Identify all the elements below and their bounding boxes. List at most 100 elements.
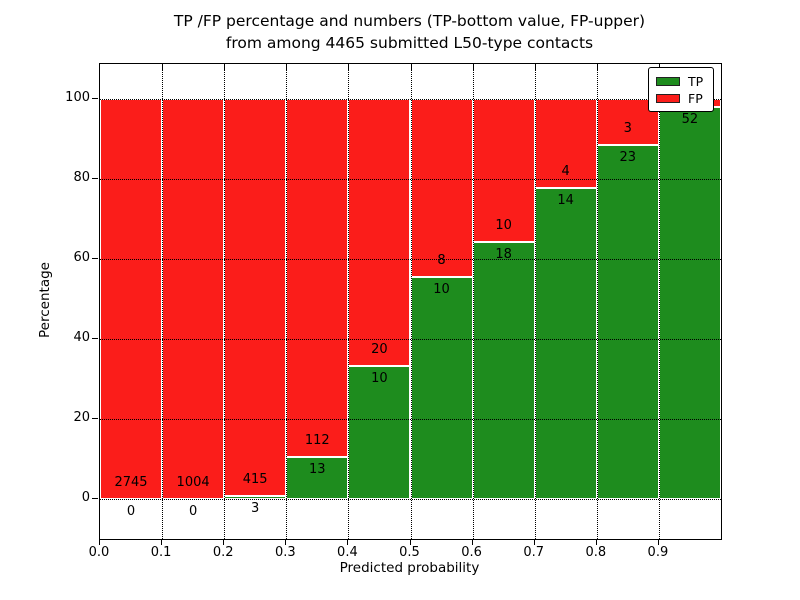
y-tick-label: 20 <box>73 410 90 425</box>
annotation-fp-count: 8 <box>437 252 446 268</box>
x-tick-mark-top <box>472 64 474 70</box>
bar-tp-segment <box>410 276 473 499</box>
x-tick-mark-top <box>286 64 288 70</box>
x-tick-mark <box>347 539 349 545</box>
x-tick-mark <box>409 539 411 545</box>
y-gridline <box>100 499 721 500</box>
x-tick-mark-top <box>410 64 412 70</box>
annotation-tp-count: 18 <box>495 246 512 262</box>
y-gridline <box>100 179 721 180</box>
annotation-tp-count: 10 <box>433 281 450 297</box>
y-gridline <box>100 259 721 260</box>
legend-label-fp: FP <box>688 90 703 106</box>
bar-fp-segment <box>286 99 349 458</box>
x-tick-mark-top <box>596 64 598 70</box>
x-axis-label: Predicted probability <box>339 560 480 576</box>
bar-tp-segment <box>596 145 659 499</box>
legend-item-tp: TP <box>656 73 713 90</box>
y-axis-label: Percentage <box>37 262 53 338</box>
x-tick-label: 0.3 <box>274 545 296 560</box>
chart-title: TP /FP percentage and numbers (TP-bottom… <box>99 10 720 54</box>
x-tick-label: 0.8 <box>585 545 607 560</box>
legend: TP FP <box>648 67 714 112</box>
annotation-tp-count: 23 <box>619 150 637 166</box>
y-tick-label: 0 <box>81 490 90 505</box>
y-tick-mark <box>92 418 98 419</box>
x-tick-mark <box>99 539 100 545</box>
y-tick-mark <box>92 258 98 259</box>
annotation-fp-count: 4 <box>561 163 570 179</box>
x-tick-label: 0.5 <box>399 545 420 560</box>
bar-tp-segment <box>658 106 721 499</box>
x-tick-mark <box>533 539 535 545</box>
y-gridline <box>100 339 721 340</box>
x-tick-mark <box>471 539 473 545</box>
x-tick-mark <box>161 539 163 545</box>
x-tick-mark-top <box>162 64 164 70</box>
plot-area: 2745 0 1004 0 415 3 112 13 20 10 8 10 10 18 4 14 3 23 52 <box>99 63 722 540</box>
bar-fp-segment <box>348 99 411 366</box>
bar-fp-segment <box>162 99 225 499</box>
x-tick-mark-top <box>534 64 536 70</box>
x-gridline <box>410 64 412 539</box>
y-tick-label: 100 <box>65 90 90 105</box>
x-tick-mark <box>657 539 659 545</box>
bar-tp-segment <box>286 457 349 499</box>
bar-tp-segment <box>472 241 535 499</box>
annotation-tp-count: 10 <box>371 370 388 386</box>
annotation-fp-count: 415 <box>242 472 268 488</box>
x-gridline <box>534 64 536 539</box>
x-tick-mark <box>595 539 597 545</box>
bar-fp-segment <box>410 99 473 277</box>
fp-color-swatch <box>656 94 680 103</box>
tp-color-swatch <box>656 77 680 86</box>
x-tick-mark-top <box>224 64 226 70</box>
annotation-fp-count: 20 <box>371 341 388 357</box>
x-gridline <box>348 64 350 539</box>
y-gridline <box>100 419 721 420</box>
x-gridline <box>472 64 474 539</box>
annotation-tp-count: 52 <box>681 111 699 127</box>
x-gridline <box>286 64 288 539</box>
annotation-fp-count: 112 <box>304 433 330 449</box>
annotation-tp-count: 0 <box>188 504 198 519</box>
y-tick-mark <box>92 338 98 339</box>
x-gridline <box>162 64 164 539</box>
y-tick-label: 80 <box>73 170 90 185</box>
annotation-tp-count: 3 <box>251 501 260 517</box>
annotation-fp-count: 10 <box>495 217 512 233</box>
annotation-fp-count: 3 <box>623 121 632 137</box>
legend-label-tp: TP <box>688 73 704 89</box>
y-tick-label: 40 <box>73 330 90 345</box>
y-tick-label: 60 <box>73 250 90 265</box>
annotation-tp-count: 0 <box>126 504 136 519</box>
x-tick-label: 0.9 <box>647 545 669 560</box>
x-gridline <box>596 64 598 539</box>
x-tick-mark <box>223 539 225 545</box>
x-gridline <box>658 64 660 539</box>
x-tick-label: 0.6 <box>461 545 482 560</box>
chart-title-line2: from among 4465 submitted L50-type conta… <box>225 34 594 52</box>
x-tick-label: 0.2 <box>212 545 234 560</box>
x-tick-label: 0.1 <box>150 545 172 560</box>
chart-title-line1: TP /FP percentage and numbers (TP-bottom… <box>173 12 646 30</box>
annotation-tp-count: 13 <box>309 462 326 478</box>
y-gridline <box>100 99 721 100</box>
x-tick-mark <box>285 539 287 545</box>
annotation-tp-count: 14 <box>557 192 574 208</box>
annotation-fp-count: 1004 <box>176 475 210 490</box>
bar-fp-segment <box>100 99 163 499</box>
bar-tp-segment <box>534 187 597 499</box>
x-tick-label: 0.7 <box>523 545 545 560</box>
x-tick-mark-top <box>348 64 350 70</box>
y-tick-mark <box>92 98 98 99</box>
x-gridline <box>224 64 226 539</box>
x-tick-label: 0.4 <box>337 545 358 560</box>
legend-item-fp: FP <box>656 90 713 107</box>
annotation-fp-count: 2745 <box>114 475 148 490</box>
bar-fp-segment <box>534 99 597 188</box>
bar-fp-segment <box>224 99 287 497</box>
y-tick-mark <box>92 178 98 179</box>
x-tick-label: 0.0 <box>88 545 110 560</box>
